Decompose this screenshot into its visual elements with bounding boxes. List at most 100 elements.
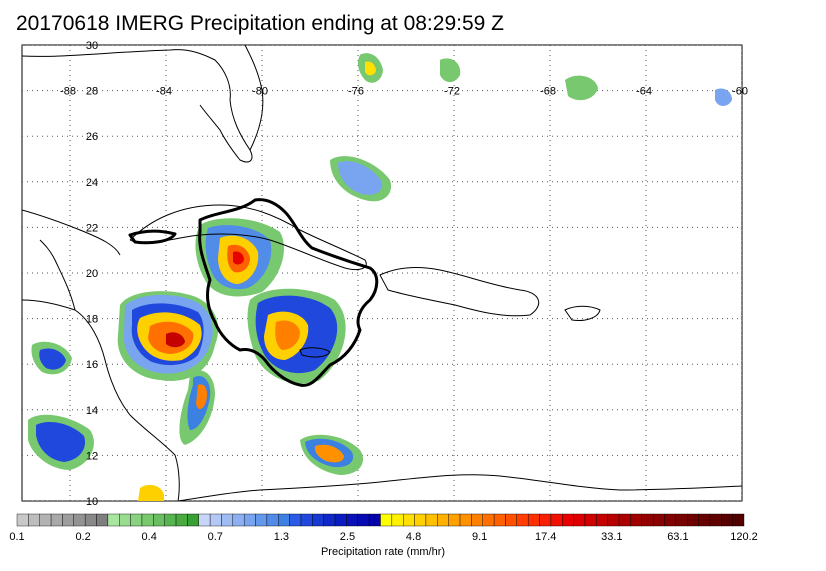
precip-sw-blue [36, 422, 86, 462]
latitude-label: 26 [86, 131, 98, 143]
colorbar-swatch [607, 513, 620, 527]
colorbar-swatch [300, 513, 313, 527]
longitude-label: -60 [732, 86, 748, 98]
colorbar-swatch [209, 513, 222, 527]
precip-sw2-blue [39, 348, 66, 370]
colorbar-swatch [334, 513, 347, 527]
colorbar-swatch [323, 513, 336, 527]
colorbar-title: Precipitation rate (mm/hr) [321, 546, 445, 558]
colorbar-swatch [16, 513, 29, 527]
colorbar-swatch [539, 513, 552, 527]
longitude-label: -84 [156, 86, 172, 98]
longitude-label: -88 [60, 86, 76, 98]
colorbar-swatch [312, 513, 324, 527]
coastlines [22, 45, 742, 501]
colorbar-swatch [641, 513, 654, 527]
lat-lon-grid [22, 45, 742, 501]
colorbar-swatch [425, 513, 438, 527]
colorbar-tick-label: 9.1 [472, 531, 487, 543]
latitude-label: 28 [86, 86, 98, 98]
colorbar-swatch [687, 513, 699, 527]
colorbar-swatch [380, 513, 393, 527]
precip-red [166, 332, 185, 348]
colorbar-swatch [471, 513, 483, 527]
colorbar-swatch [28, 513, 40, 527]
colorbar-swatch [232, 513, 245, 527]
colorbar-swatch [289, 513, 302, 527]
colorbar-swatch [50, 513, 63, 527]
colorbar-swatch [175, 513, 188, 527]
precip-central-orange [275, 320, 300, 350]
colorbar-swatch [550, 513, 563, 527]
colorbar-swatch [73, 513, 86, 527]
colorbar-tick-label: 63.1 [667, 531, 688, 543]
colorbar-swatch [141, 513, 154, 527]
colorbar-swatch [675, 513, 688, 527]
colorbar-swatch [505, 513, 518, 527]
colorbar-tick-label: 33.1 [601, 531, 622, 543]
colorbar-tick-labels: 0.1 0.2 0.4 0.7 1.3 2.5 4.8 9.1 17.4 33.1 63.1 120.… [9, 531, 757, 543]
longitude-label: -64 [636, 86, 652, 98]
colorbar-tick-label: 0.2 [75, 531, 90, 543]
colorbar-swatch [357, 513, 370, 527]
latitude-label: 18 [86, 314, 98, 326]
longitude-label: -80 [252, 86, 268, 98]
latitude-label: 16 [86, 359, 98, 371]
colorbar-swatch [346, 513, 358, 527]
colorbar-swatch [130, 513, 143, 527]
longitude-labels: -88 -84 -80 -76 -72 -68 -64 -60 [60, 86, 748, 98]
colorbar-swatch [448, 513, 461, 527]
colorbar-tick-label: 0.4 [142, 531, 157, 543]
latitude-label: 12 [86, 450, 98, 462]
colorbar-swatch [516, 513, 529, 527]
storm-outline [128, 198, 379, 387]
latitude-label: 10 [86, 496, 98, 508]
colorbar-tick-label: 120.2 [730, 531, 758, 543]
colorbar-tick-label: 17.4 [535, 531, 556, 543]
colorbar-swatch [573, 513, 586, 527]
latitude-label: 14 [86, 405, 98, 417]
colorbar-swatch [493, 513, 506, 527]
precip-bahamas-blue [338, 161, 383, 195]
colorbar-swatch [153, 513, 165, 527]
colorbar-swatch [266, 513, 279, 527]
latitude-label: 30 [86, 40, 98, 52]
map-title: 20170618 IMERG Precipitation ending at 0… [16, 12, 504, 35]
colorbar-swatch [618, 513, 631, 527]
colorbar-swatch [414, 513, 427, 527]
precip-east-green [565, 75, 598, 101]
colorbar-swatch [368, 513, 381, 527]
latitude-label: 24 [86, 177, 98, 189]
precip-band-orange [196, 384, 208, 410]
colorbar-swatch [198, 513, 211, 527]
precipitation-field [28, 53, 732, 501]
colorbar-swatch [62, 513, 74, 527]
colorbar-swatches [16, 513, 745, 527]
colorbar-tick-label: 2.5 [340, 531, 355, 543]
colorbar-swatch [482, 513, 495, 527]
colorbar-swatch [278, 513, 290, 527]
colorbar-tick-label: 0.1 [9, 531, 24, 543]
longitude-label: -72 [444, 86, 460, 98]
latitude-labels: 30 28 26 24 22 20 18 16 14 12 10 [86, 40, 98, 508]
colorbar-swatch [255, 513, 268, 527]
colorbar-swatch [403, 513, 415, 527]
colorbar-swatch [96, 513, 109, 527]
latitude-label: 20 [86, 268, 98, 280]
colorbar-swatch [243, 513, 256, 527]
colorbar-swatch [119, 513, 131, 527]
colorbar-swatch [652, 513, 665, 527]
colorbar-swatch [187, 513, 199, 527]
colorbar-swatch [732, 513, 745, 527]
colorbar-swatch [391, 513, 404, 527]
colorbar-swatch [164, 513, 177, 527]
colorbar-swatch [562, 513, 574, 527]
longitude-label: -76 [348, 86, 364, 98]
colorbar-swatch [221, 513, 234, 527]
colorbar-swatch [437, 513, 449, 527]
precip-north-yellow [365, 61, 376, 76]
colorbar-swatch [698, 513, 711, 527]
colorbar-swatch [664, 513, 677, 527]
